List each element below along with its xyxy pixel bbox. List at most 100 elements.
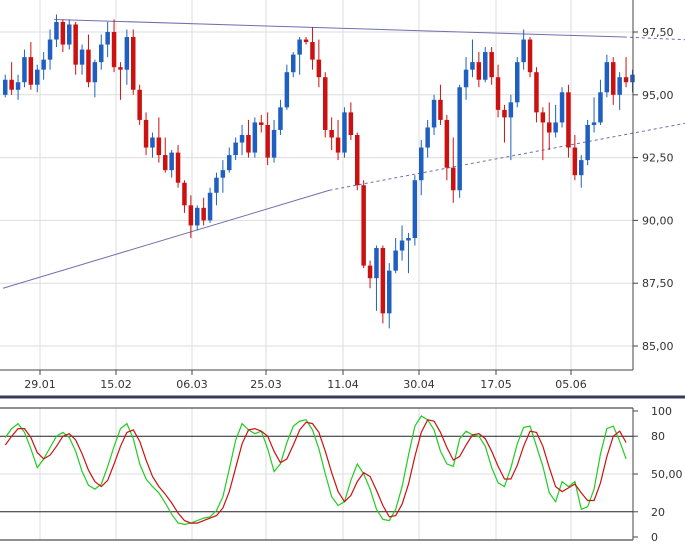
candle-body-down xyxy=(348,112,354,135)
candle-body-up xyxy=(220,170,226,178)
x-tick-label: 29.01 xyxy=(24,378,56,391)
candle-body-up xyxy=(412,180,418,238)
candle-body-up xyxy=(99,44,104,63)
candle-body-up xyxy=(15,82,21,90)
y-tick-label: 90,00 xyxy=(642,214,674,227)
candle-body-up xyxy=(47,39,53,60)
candle-body-down xyxy=(156,137,162,156)
candle-body-down xyxy=(444,119,450,168)
candle-body-down xyxy=(143,119,149,148)
candle-body-up xyxy=(150,137,155,148)
candle-body-up xyxy=(483,52,488,80)
candle-body-down xyxy=(111,32,117,68)
osc-tick-label: 20 xyxy=(651,506,665,519)
candle-body-up xyxy=(387,270,392,314)
x-tick-label: 15.02 xyxy=(100,378,132,391)
candle-body-up xyxy=(124,37,130,70)
candle-body-up xyxy=(630,74,635,83)
candle-body-down xyxy=(547,122,552,133)
oscillator-fast-line xyxy=(4,415,627,526)
candle-body-up xyxy=(463,69,469,88)
candle-body-down xyxy=(118,67,123,70)
candle-body-up xyxy=(278,107,283,130)
candle-body-down xyxy=(310,42,315,60)
candle-body-up xyxy=(431,99,437,128)
candle-body-down xyxy=(316,59,322,78)
candle-body-up xyxy=(374,248,379,279)
candle-body-up xyxy=(457,87,462,191)
candle-body-up xyxy=(239,134,245,143)
candle-body-up xyxy=(291,54,296,73)
candle-body-down xyxy=(527,39,533,73)
osc-tick-label: 100 xyxy=(651,405,672,418)
x-tick-label: 11.04 xyxy=(327,378,359,391)
candle-body-down xyxy=(489,52,494,78)
candle-body-down xyxy=(86,49,91,83)
candle-body-up xyxy=(399,240,405,251)
candle-body-up xyxy=(22,57,27,83)
candle-body-down xyxy=(259,122,264,125)
candle-body-up xyxy=(579,160,584,176)
candle-body-down xyxy=(476,62,482,80)
candle-body-up xyxy=(105,32,110,45)
candle-body-up xyxy=(284,72,290,108)
candle-body-down xyxy=(60,21,66,45)
candle-body-down xyxy=(131,37,136,90)
candle-body-up xyxy=(604,62,610,93)
candle-body-up xyxy=(393,250,398,271)
x-tick-label: 06.03 xyxy=(176,378,208,391)
tick-labels: 29.01 15.02 06.03 25.03 11.04 30.04 17.05 05.06… xyxy=(24,26,682,544)
candle-body-down xyxy=(502,109,507,118)
candle-body-up xyxy=(227,155,232,171)
candle-body-up xyxy=(297,39,302,55)
candle-body-up xyxy=(233,142,238,156)
oscillator-slow-line xyxy=(4,419,627,524)
candle-body-up xyxy=(425,127,430,148)
candle-body-up xyxy=(271,129,277,158)
candle-body-up xyxy=(92,62,98,83)
candle-body-up xyxy=(342,112,347,153)
candle-body-up xyxy=(67,24,72,45)
candle-body-down xyxy=(73,24,78,65)
candle-body-down xyxy=(361,185,366,266)
x-tick-label: 17.05 xyxy=(480,378,512,391)
candle-body-up xyxy=(195,207,200,226)
oscillator-lines xyxy=(4,415,627,526)
candle-body-down xyxy=(367,265,373,279)
candle-body-up xyxy=(521,39,526,63)
candle-body-down xyxy=(137,89,142,120)
candle-body-up xyxy=(515,62,520,103)
candle-body-up xyxy=(419,147,424,181)
candle-body-up xyxy=(508,102,514,118)
support-trendline-projection xyxy=(329,122,685,191)
candle-body-down xyxy=(329,129,334,138)
x-tick-label: 25.03 xyxy=(250,378,282,391)
candle-body-up xyxy=(54,21,59,40)
candle-body-down xyxy=(572,147,578,176)
candle-body-down xyxy=(438,99,443,120)
y-tick-label: 85,00 xyxy=(642,340,674,353)
candle-body-down xyxy=(163,155,168,171)
candle-body-down xyxy=(380,248,386,314)
candle-body-down xyxy=(335,137,341,153)
candle-body-down xyxy=(182,182,187,206)
osc-tick-label: 0 xyxy=(651,531,658,544)
candle-body-up xyxy=(35,69,40,85)
candle-body-down xyxy=(355,134,360,186)
candle-body-up xyxy=(252,122,258,153)
candle-body-down xyxy=(611,62,616,95)
candle-body-down xyxy=(188,205,194,226)
candle-body-down xyxy=(540,112,546,123)
candle-body-up xyxy=(207,192,213,221)
candle-body-down xyxy=(566,92,571,148)
candle-body-up xyxy=(169,152,174,171)
x-tick-label: 05.06 xyxy=(555,378,587,391)
osc-tick-label: 80 xyxy=(651,430,665,443)
grid-lines xyxy=(0,0,638,540)
candle-body-down xyxy=(534,72,539,113)
resistance-trendline xyxy=(54,18,624,38)
candle-body-down xyxy=(323,77,328,130)
